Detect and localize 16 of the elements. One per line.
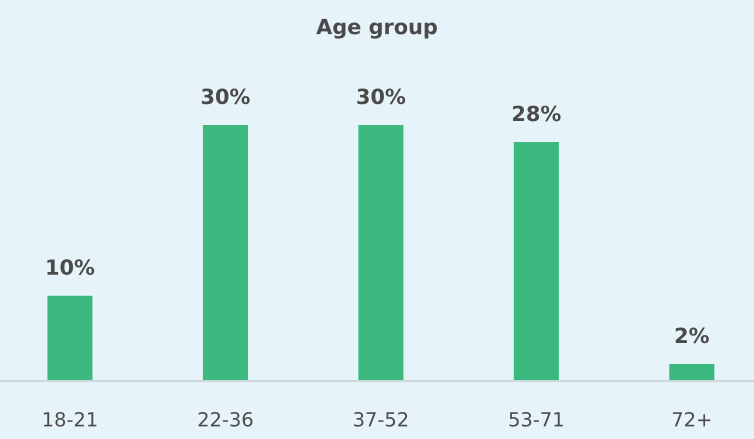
bar [514,142,559,382]
data-label: 30% [357,88,406,104]
data-label: 28% [513,106,561,122]
data-label: 10% [47,259,94,275]
chart-title: Age group [316,18,437,39]
x-tick-label: 53-71 [510,412,563,427]
bar [47,296,92,382]
x-tick-label: 37-52 [354,412,408,427]
data-label: 30% [202,88,250,104]
data-label: 2% [676,328,709,344]
bar [202,124,248,382]
bar [358,124,404,382]
x-tick-label: 22-36 [198,412,252,427]
x-tick-label: 18-21 [44,412,96,427]
x-tick-label: 72+ [672,412,710,426]
bar [669,364,714,382]
